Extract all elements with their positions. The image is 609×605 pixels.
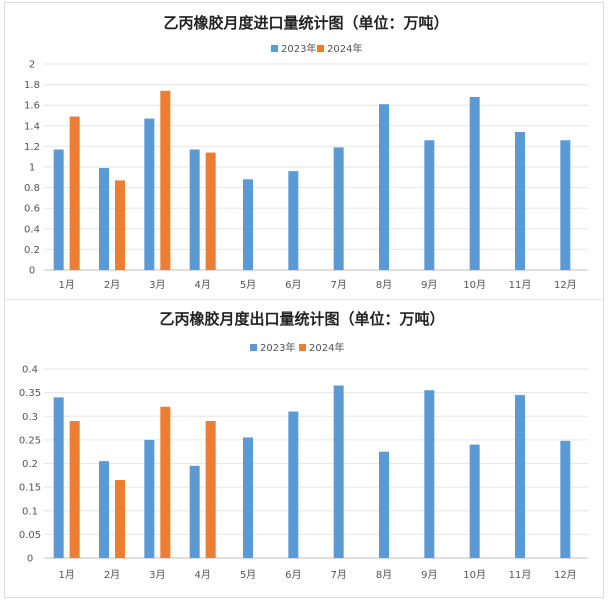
export-x-tick-label-7: 8月 <box>376 569 392 581</box>
export-x-tick-label-8: 9月 <box>421 569 437 581</box>
export-bar-2023年-2月 <box>99 461 109 558</box>
import-x-tick-label-0: 1月 <box>58 279 74 291</box>
export-chart-title: 乙丙橡胶月度出口量统计图（单位：万吨） <box>159 310 444 328</box>
import-y-tick-label-3: 0.6 <box>24 204 40 215</box>
import-legend-swatch-1 <box>317 45 324 52</box>
export-bar-2024年-3月 <box>160 406 171 558</box>
export-y-tick-label-1: 0.05 <box>19 530 41 541</box>
import-y-tick-label-8: 1.6 <box>24 101 40 112</box>
export-bar-2023年-12月 <box>560 440 571 558</box>
import-bar-2023年-4月 <box>189 149 200 270</box>
import-bar-2024年-2月 <box>115 180 125 270</box>
import-x-tick-label-2: 3月 <box>149 279 165 291</box>
export-bar-2023年-8月 <box>379 451 389 558</box>
import-y-tick-label-5: 1 <box>29 163 35 174</box>
export-x-tick-label-2: 3月 <box>149 569 165 581</box>
export-bar-2023年-7月 <box>333 385 344 558</box>
import-legend-label-0: 2023年 <box>281 42 316 55</box>
export-bar-2023年-11月 <box>515 394 525 558</box>
export-x-tick-label-3: 4月 <box>194 569 210 581</box>
import-legend-label-1: 2024年 <box>327 42 362 55</box>
chart-frame <box>4 2 604 598</box>
export-bar-2023年-9月 <box>424 390 435 558</box>
import-chart: 乙丙橡胶月度进口量统计图（单位：万吨） 2023年 2024年 0 0.2 0.4 0.6 0… <box>24 14 588 291</box>
export-bar-2024年-4月 <box>205 420 216 558</box>
export-y-tick-label-8: 0.4 <box>22 365 38 376</box>
import-y-tick-label-10: 2 <box>29 60 35 71</box>
import-x-tick-label-11: 12月 <box>554 279 577 291</box>
import-legend-swatch-0 <box>271 45 278 52</box>
import-chart-title: 乙丙橡胶月度进口量统计图（单位：万吨） <box>163 14 448 32</box>
export-legend-label-0: 2023年 <box>260 341 295 354</box>
panel-divider <box>4 299 604 300</box>
export-bar-2024年-2月 <box>115 480 125 558</box>
export-bar-2023年-4月 <box>189 465 200 558</box>
import-x-tick-label-1: 2月 <box>104 279 120 291</box>
export-chart-panel: 乙丙橡胶月度出口量统计图（单位：万吨） 2023年 2024年 0 0.05 0.1 0.1… <box>0 300 609 601</box>
export-y-tick-label-0: 0 <box>27 554 33 565</box>
import-x-tick-label-4: 5月 <box>240 279 256 291</box>
import-bar-2023年-2月 <box>99 168 109 270</box>
import-chart-panel: 乙丙橡胶月度进口量统计图（单位：万吨） 2023年 2024年 0 0.2 0.4 0.6 0… <box>0 0 609 298</box>
export-chart: 乙丙橡胶月度出口量统计图（单位：万吨） 2023年 2024年 0 0.05 0.1 0.1… <box>19 310 588 581</box>
import-x-tick-label-3: 4月 <box>194 279 210 291</box>
import-bar-2024年-4月 <box>205 152 216 270</box>
export-x-tick-label-0: 1月 <box>58 569 74 581</box>
import-y-tick-label-4: 0.8 <box>24 183 40 194</box>
export-x-tick-label-10: 11月 <box>509 569 532 581</box>
import-y-tick-label-6: 1.2 <box>24 142 40 153</box>
export-bar-2023年-6月 <box>288 411 299 558</box>
export-y-tick-label-2: 0.1 <box>22 506 38 517</box>
export-bar-2023年-10月 <box>469 444 480 558</box>
export-bar-2023年-1月 <box>53 397 64 558</box>
export-bar-2023年-5月 <box>243 437 253 558</box>
import-x-tick-label-8: 9月 <box>421 279 437 291</box>
export-y-tick-label-5: 0.25 <box>19 435 41 446</box>
import-bar-2023年-10月 <box>469 96 480 271</box>
export-legend-swatch-0 <box>250 344 257 351</box>
import-bar-2024年-1月 <box>69 116 80 270</box>
import-x-tick-label-9: 10月 <box>463 279 486 291</box>
export-x-tick-label-9: 10月 <box>463 569 486 581</box>
export-x-tick-label-4: 5月 <box>240 569 256 581</box>
export-x-tick-label-6: 7月 <box>330 569 346 581</box>
import-y-tick-label-0: 0 <box>29 266 35 277</box>
export-y-tick-label-7: 0.35 <box>19 388 41 399</box>
import-bar-2023年-3月 <box>144 118 155 270</box>
import-x-tick-label-5: 6月 <box>285 279 301 291</box>
import-bar-2023年-8月 <box>379 104 389 270</box>
import-y-tick-label-2: 0.4 <box>24 224 40 235</box>
export-bar-2024年-1月 <box>69 420 80 558</box>
import-bar-2023年-12月 <box>560 140 571 270</box>
export-y-tick-label-6: 0.3 <box>22 412 38 423</box>
import-bar-2023年-11月 <box>515 131 525 270</box>
export-x-tick-label-1: 2月 <box>104 569 120 581</box>
export-bar-2023年-3月 <box>144 439 155 558</box>
import-y-tick-label-9: 1.8 <box>24 80 40 91</box>
import-x-tick-label-7: 8月 <box>376 279 392 291</box>
import-bar-2023年-5月 <box>243 179 253 270</box>
export-y-tick-label-3: 0.15 <box>19 483 41 494</box>
export-legend-label-1: 2024年 <box>309 341 344 354</box>
import-bar-2023年-9月 <box>424 140 435 270</box>
import-x-tick-label-10: 11月 <box>509 279 532 291</box>
import-bar-2023年-6月 <box>288 171 299 270</box>
import-bar-2024年-3月 <box>160 90 171 270</box>
import-bar-2023年-7月 <box>333 147 344 270</box>
export-legend-swatch-1 <box>299 344 306 351</box>
import-y-tick-label-7: 1.4 <box>24 121 40 132</box>
export-x-tick-label-5: 6月 <box>285 569 301 581</box>
import-y-tick-label-1: 0.2 <box>24 245 40 256</box>
export-x-tick-label-11: 12月 <box>554 569 577 581</box>
import-bar-2023年-1月 <box>53 149 64 270</box>
import-x-tick-label-6: 7月 <box>330 279 346 291</box>
export-y-tick-label-4: 0.2 <box>22 459 38 470</box>
